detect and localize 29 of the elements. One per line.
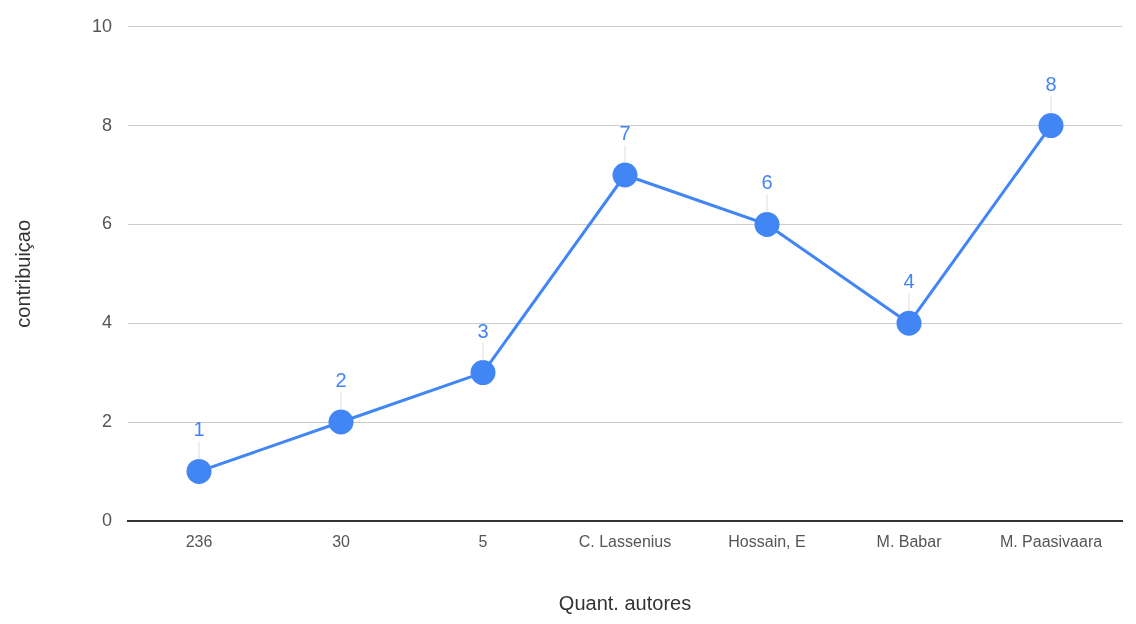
data-label: 1 xyxy=(193,418,205,441)
x-tick-label: M. Paasivaara xyxy=(999,532,1103,550)
point xyxy=(896,310,922,336)
y-tick-label: 0 xyxy=(102,509,113,530)
data-label: 7 xyxy=(619,122,631,144)
data-label: 6 xyxy=(761,171,773,194)
y-tick-label: 6 xyxy=(102,213,113,234)
data-label: 8 xyxy=(1045,72,1057,95)
y-tick-label: 4 xyxy=(102,312,113,333)
data-label: 4 xyxy=(903,270,915,293)
data-label: 2 xyxy=(335,369,347,391)
point xyxy=(754,211,780,237)
point xyxy=(612,162,638,188)
point xyxy=(328,409,354,435)
x-tick-label: 5 xyxy=(478,532,488,550)
x-tick-label: 30 xyxy=(332,532,351,550)
y-tick-label: 8 xyxy=(102,114,113,135)
x-tick-label: 236 xyxy=(185,532,213,550)
point xyxy=(186,458,212,484)
x-tick-label: M. Babar xyxy=(876,532,943,550)
x-tick-label: C. Lassenius xyxy=(578,532,672,550)
data-label: 3 xyxy=(477,319,489,342)
y-tick-label: 10 xyxy=(91,15,113,36)
y-axis-title: contribuiçao xyxy=(11,219,34,328)
x-tick-label: Hossain, E xyxy=(728,532,806,550)
y-tick-label: 2 xyxy=(102,410,113,431)
x-axis-title: Quant. autores xyxy=(558,591,692,614)
point xyxy=(470,360,496,386)
point xyxy=(1038,113,1064,139)
